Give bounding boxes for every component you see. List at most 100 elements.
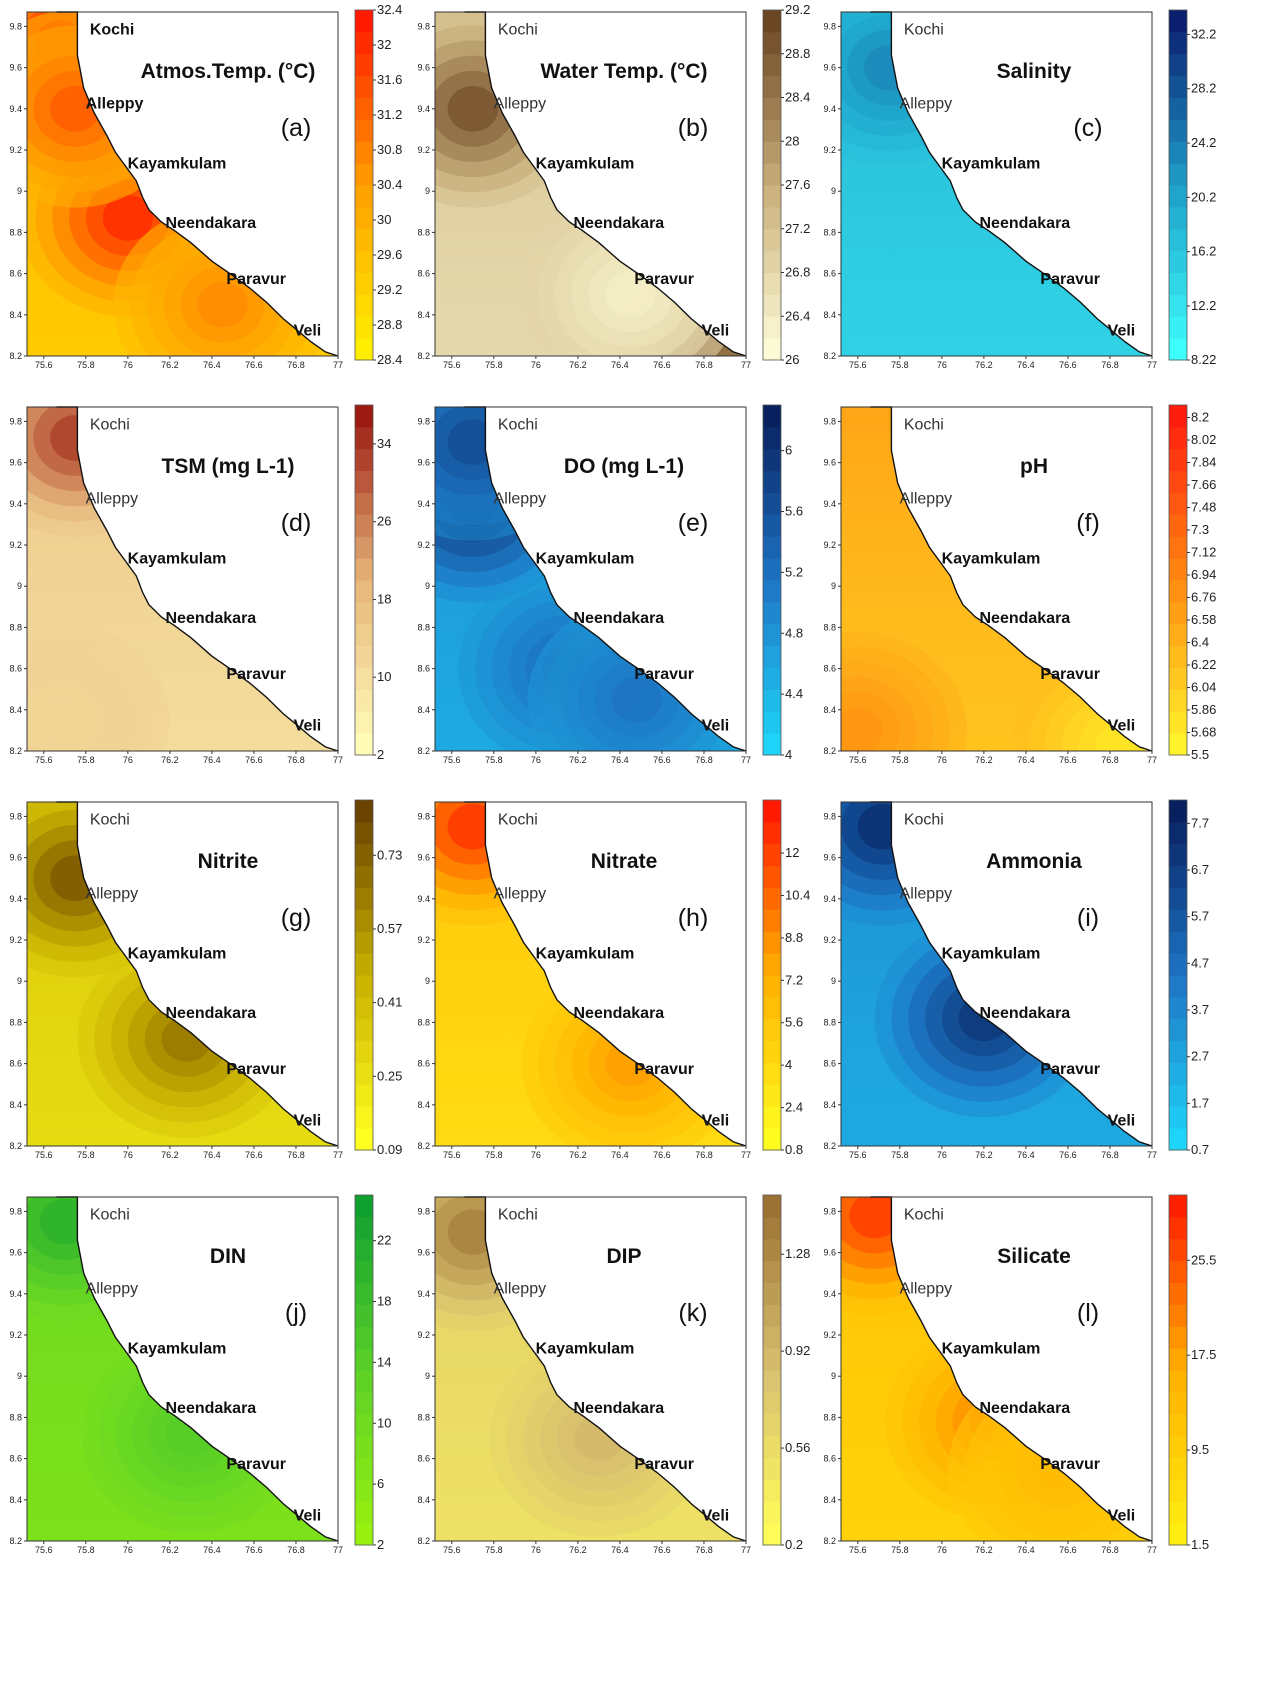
place-label-alleppy: Alleppy [900, 96, 952, 113]
y-tick-label: 9 [17, 581, 22, 591]
place-label-paravur: Paravur [226, 271, 286, 288]
colorbar-tick-label: 8.22 [1191, 352, 1216, 367]
colorbar-band [1169, 1391, 1187, 1415]
colorbar-band [763, 931, 781, 954]
colorbar-tick-label: 28.8 [785, 46, 810, 61]
place-label-neendakara: Neendakara [165, 215, 256, 232]
plot-frame [434, 11, 747, 357]
colorbar-band [1169, 733, 1187, 756]
colorbar-band [763, 887, 781, 910]
x-tick-label: 76.6 [1059, 755, 1077, 765]
data-hotspot-ring [841, 707, 884, 751]
colorbar-band [1169, 1282, 1187, 1305]
colorbar-band [1169, 206, 1187, 230]
colorbar-band [355, 1348, 373, 1371]
y-tick-label: 8.4 [9, 1495, 22, 1505]
y-tick-label: 8.8 [823, 622, 836, 632]
colorbar-band [355, 800, 373, 823]
y-tick-label: 8.2 [9, 1536, 22, 1546]
x-tick-label: 75.6 [849, 360, 867, 370]
colorbar-band [763, 338, 781, 361]
y-tick-label: 9.4 [823, 1289, 836, 1299]
data-hotspot-ring [161, 1016, 212, 1062]
colorbar-band [763, 1326, 781, 1349]
data-hotspot-ring [857, 803, 909, 850]
colorbar-band [355, 53, 373, 77]
colorbar-tick-label: 1.7 [1191, 1095, 1209, 1110]
colorbar-band [763, 1457, 781, 1480]
colorbar-band [1169, 536, 1187, 559]
colorbar-tick-label: 28.4 [377, 352, 402, 367]
colorbar-band [1169, 426, 1187, 450]
place-label-paravur: Paravur [1040, 1456, 1100, 1473]
x-tick-label: 76 [123, 755, 133, 765]
place-label-veli: Veli [1108, 717, 1136, 734]
coastline [464, 11, 747, 357]
place-label-kayamkulam: Kayamkulam [942, 155, 1041, 172]
colorbar-band [763, 1018, 781, 1042]
colorbar-band [355, 185, 373, 208]
colorbar-tick-label: 27.2 [785, 221, 810, 236]
colorbar-band [763, 514, 781, 537]
place-label-veli: Veli [702, 1112, 730, 1129]
place-label-kochi: Kochi [904, 22, 944, 39]
x-tick-label: 76.2 [569, 1150, 587, 1160]
colorbar-band [763, 10, 781, 33]
colorbar-band [1169, 185, 1187, 208]
colorbar-band [355, 470, 373, 493]
map-panel-10: 75.6 75.8 76 76.2 76.4 76.6 76.8 77 8.2 8.4 8.6 8.8… [9, 1194, 391, 1555]
colorbar-band [763, 975, 781, 998]
colorbar-band [1169, 601, 1187, 625]
colorbar-band [763, 1040, 781, 1063]
colorbar-band [355, 580, 373, 603]
colorbar-tick-label: 0.09 [377, 1142, 402, 1157]
y-tick-label: 9 [831, 186, 836, 196]
x-tick-label: 77 [741, 1545, 751, 1555]
x-tick-label: 75.8 [891, 1150, 909, 1160]
y-tick-label: 8.8 [417, 1412, 430, 1422]
panel-title: pH [1020, 455, 1048, 478]
x-tick-label: 76.6 [245, 1150, 263, 1160]
colorbar-tick-label: 1.5 [1191, 1537, 1209, 1552]
colorbar-band [1169, 689, 1187, 712]
x-tick-label: 75.8 [77, 360, 95, 370]
place-label-kayamkulam: Kayamkulam [536, 945, 635, 962]
y-tick-label: 8.2 [823, 1536, 836, 1546]
x-tick-label: 75.6 [443, 1150, 461, 1160]
colorbar-tick-label: 2.4 [785, 1100, 803, 1115]
y-tick-label: 9.8 [823, 1206, 836, 1216]
x-tick-label: 76.8 [695, 360, 713, 370]
panel-label: (h) [678, 904, 709, 932]
place-label-kayamkulam: Kayamkulam [536, 1340, 635, 1357]
panel-label: (i) [1077, 904, 1099, 932]
colorbar-band [763, 1304, 781, 1327]
colorbar-band [763, 141, 781, 164]
colorbar-band [355, 514, 373, 537]
y-tick-label: 9.2 [9, 540, 22, 550]
panel-title: Water Temp. (°C) [540, 60, 707, 83]
x-tick-label: 76.2 [161, 1545, 179, 1555]
place-label-paravur: Paravur [226, 666, 286, 683]
colorbar-tick-label: 7.66 [1191, 477, 1216, 492]
colorbar-band [763, 119, 781, 142]
colorbar-band [355, 1413, 373, 1437]
y-tick-label: 8.2 [417, 746, 430, 756]
y-tick-label: 8.6 [823, 269, 836, 279]
y-tick-label: 9.4 [417, 1289, 430, 1299]
place-label-alleppy: Alleppy [494, 491, 546, 508]
colorbar-band [1169, 1370, 1187, 1393]
x-tick-label: 76.8 [287, 360, 305, 370]
place-label-alleppy: Alleppy [494, 96, 546, 113]
panel-label: (e) [678, 509, 709, 537]
place-label-kochi: Kochi [904, 417, 944, 434]
x-tick-label: 76.6 [1059, 1545, 1077, 1555]
plot-frame [26, 1196, 339, 1542]
y-tick-label: 9.2 [823, 145, 836, 155]
colorbar-band [763, 1238, 781, 1262]
y-tick-label: 9.8 [823, 416, 836, 426]
x-tick-label: 76.4 [1017, 1545, 1035, 1555]
y-tick-label: 9.2 [417, 145, 430, 155]
colorbar-band [763, 448, 781, 472]
colorbar-band [763, 185, 781, 208]
colorbar-band [1169, 1195, 1187, 1218]
